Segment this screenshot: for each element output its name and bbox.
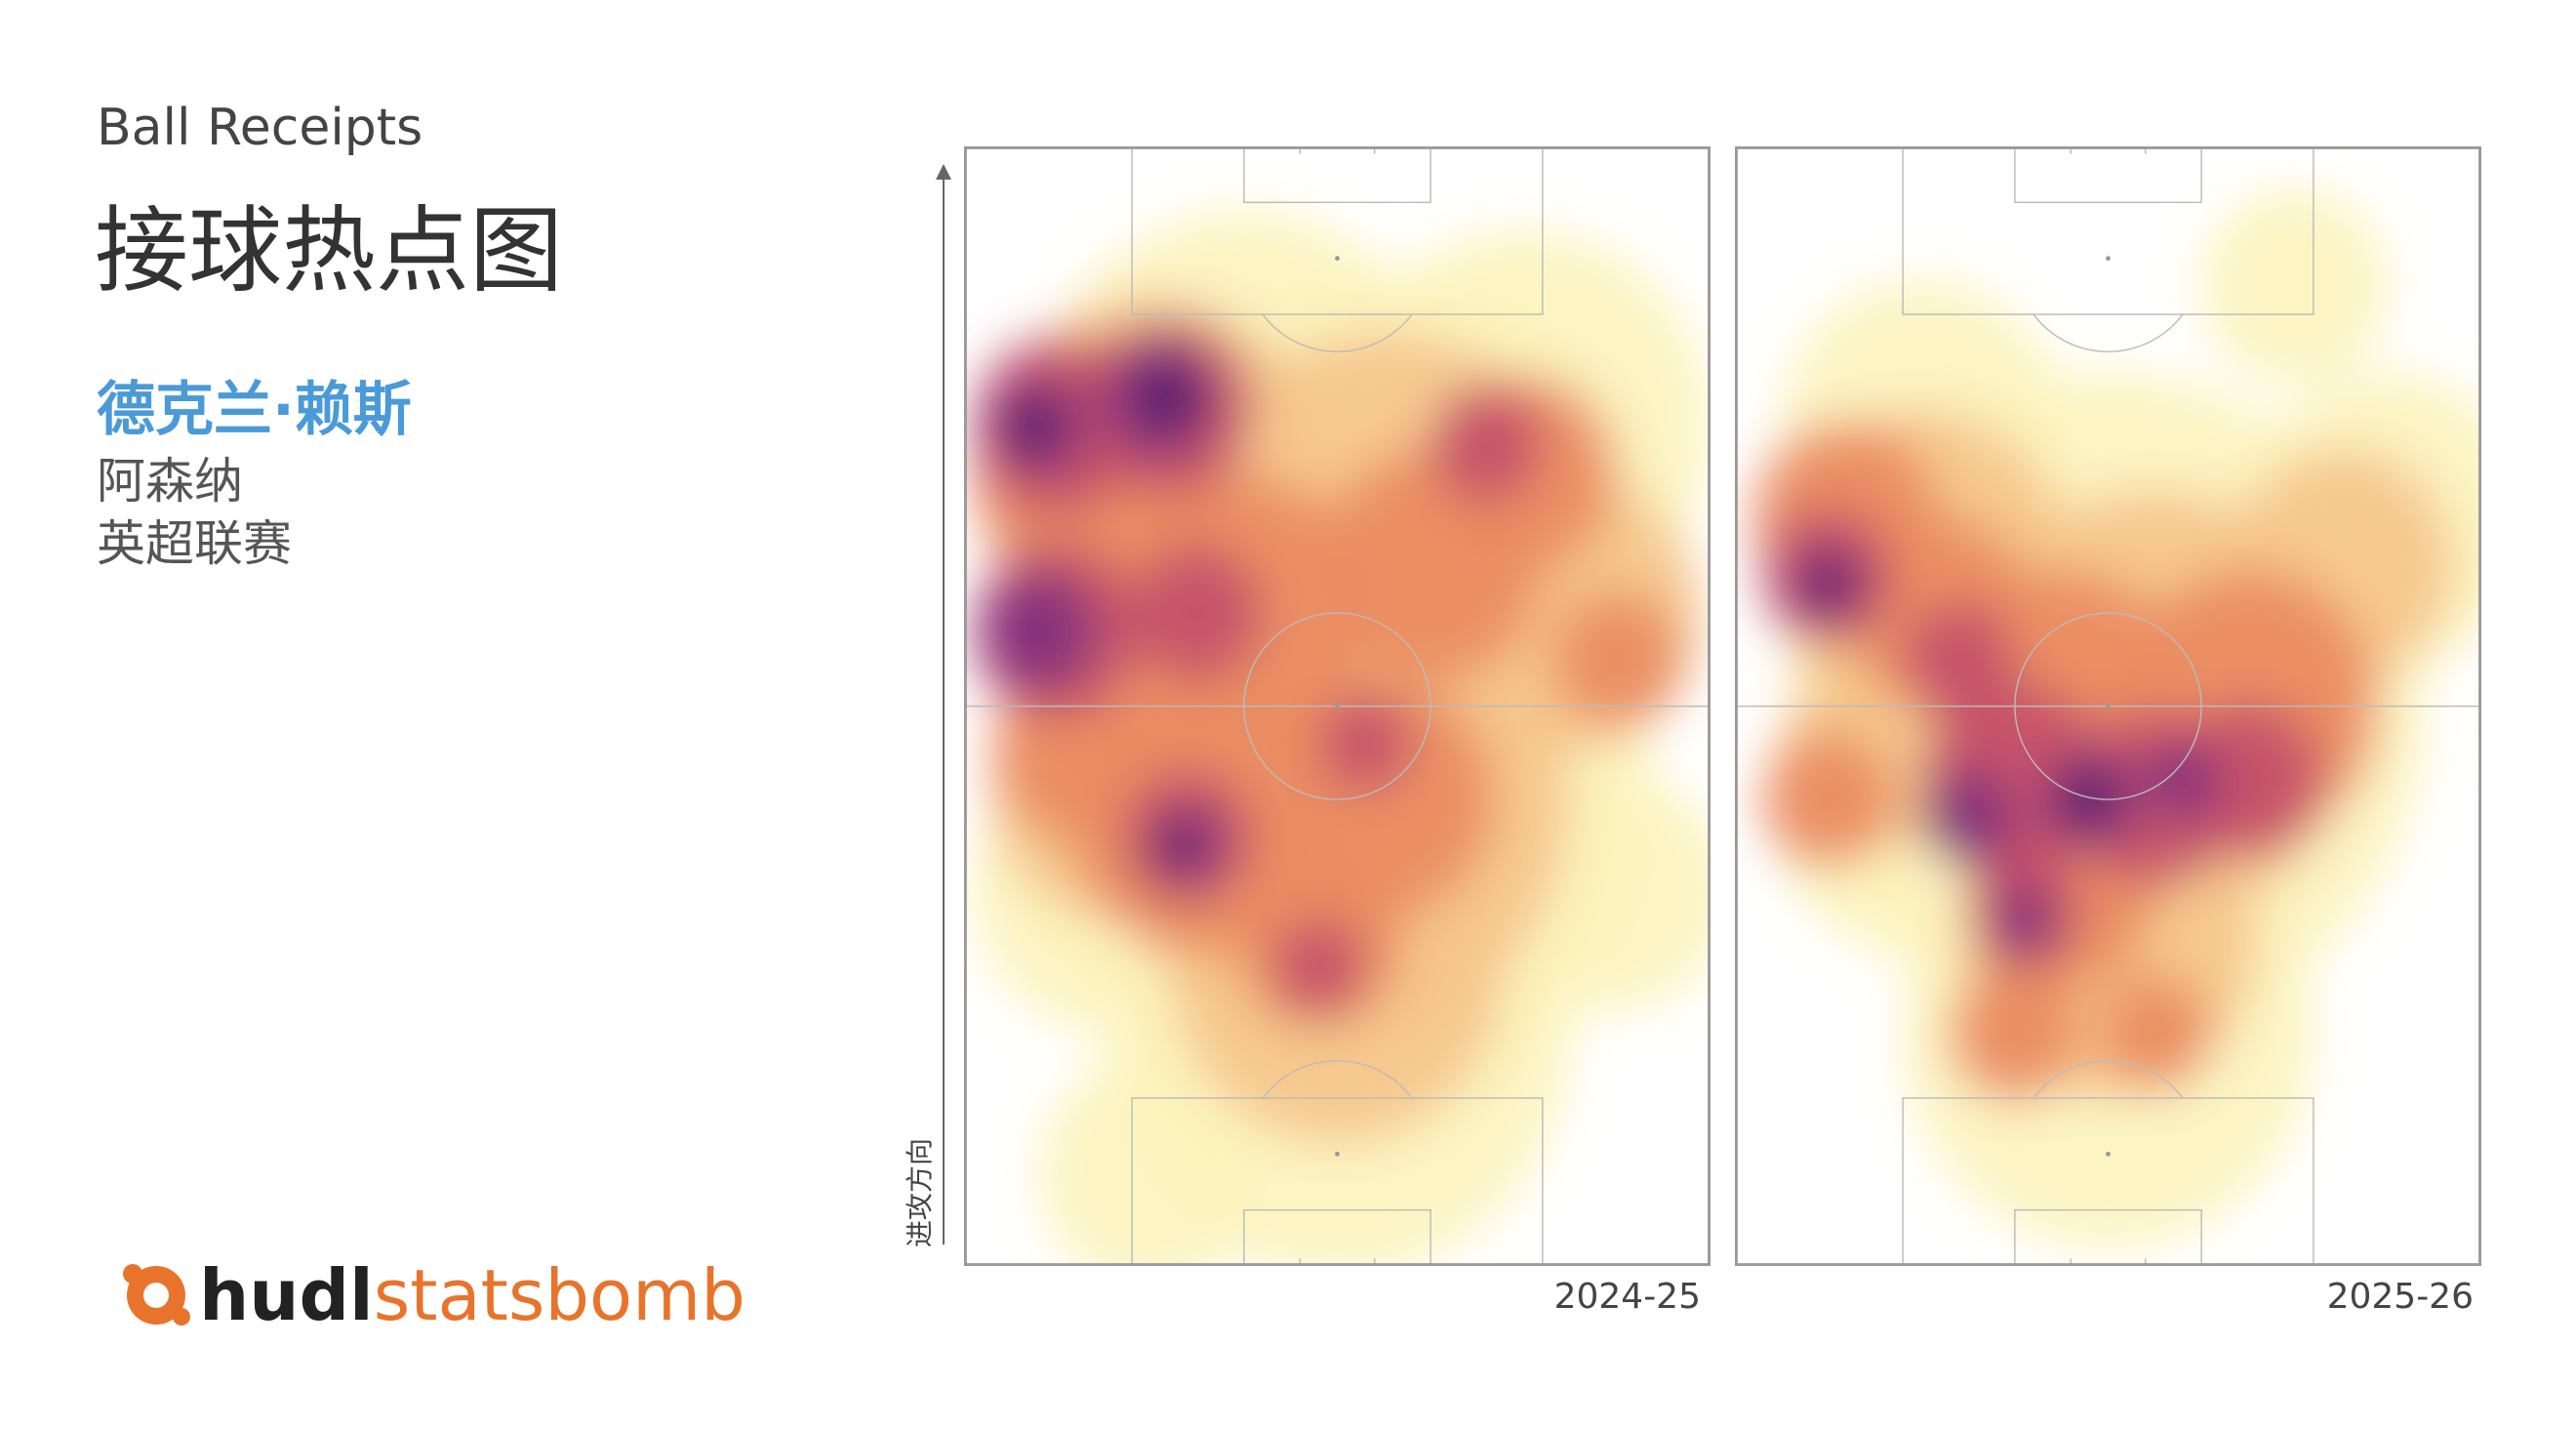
pitch-border (964, 146, 1711, 1266)
player-name: 德克兰·赖斯 (97, 376, 412, 444)
heat-blob (1271, 918, 1366, 1017)
heat-blob (1430, 386, 1543, 505)
centre-circle (2014, 612, 2202, 800)
logo: hudlstatsbomb (123, 1254, 745, 1336)
heat-blob (1141, 368, 1198, 429)
heat-blob (1991, 886, 2057, 956)
heat-blob (2201, 188, 2389, 385)
title: 接球热点图 (95, 196, 563, 306)
six-yard-box (1243, 146, 1431, 204)
logo-brand-text: hudl (199, 1254, 374, 1336)
penalty-arc (1262, 313, 1413, 352)
heat-blob (1949, 963, 2080, 1102)
heat-blob (2173, 702, 2323, 860)
penalty-arc (2033, 313, 2184, 352)
team: 阿森纳 (97, 453, 243, 510)
logo-icon (123, 1264, 190, 1326)
pitch-lines (964, 146, 1711, 1266)
pitch-label: 2024-25 (1554, 1277, 1701, 1317)
heat-blob (1038, 1055, 1263, 1266)
spot (1335, 1151, 1340, 1157)
heat-blob (1150, 826, 1188, 866)
logo-product-text: statsbomb (374, 1254, 745, 1336)
heat-blob (2066, 774, 2113, 825)
heat-blob (1318, 694, 1412, 793)
heat-blob (1132, 544, 1263, 682)
spot (2106, 256, 2111, 262)
penalty-arc (2033, 1060, 2184, 1099)
penalty-area (1131, 146, 1544, 315)
pitch (1735, 146, 2481, 1266)
direction-label: 进攻方向 (904, 1138, 936, 1247)
competition: 英超联赛 (97, 515, 292, 572)
heat-blob (2145, 741, 2221, 821)
pitch-label: 2025-26 (2327, 1277, 2474, 1317)
heat-blob (1006, 401, 1053, 451)
direction-arrow (936, 164, 951, 1245)
six-yard-box (2014, 1208, 2202, 1266)
spot (2106, 704, 2111, 709)
six-yard-box (2014, 146, 2202, 204)
subtitle: Ball Receipts (97, 99, 423, 157)
heat-blob (983, 572, 1095, 691)
spot (1335, 256, 1340, 262)
heat-blob (1921, 769, 2015, 868)
heatmap (1753, 188, 2481, 1248)
pitch-border (1735, 146, 2481, 1266)
logo-brand: hudlstatsbomb (199, 1254, 745, 1336)
penalty-area (1902, 1097, 2314, 1266)
heat-blob (1762, 730, 1894, 869)
spot (1335, 704, 1340, 709)
penalty-area (1902, 146, 2314, 315)
pitch (964, 146, 1711, 1266)
spot (2106, 1151, 2111, 1157)
heat-blob (1551, 591, 1683, 728)
heat-blob (1809, 565, 1847, 605)
centre-circle (1243, 612, 1431, 800)
penalty-arc (1262, 1060, 1413, 1099)
heatmap (973, 210, 1711, 1266)
penalty-area (1131, 1097, 1544, 1266)
six-yard-box (1243, 1208, 1431, 1266)
